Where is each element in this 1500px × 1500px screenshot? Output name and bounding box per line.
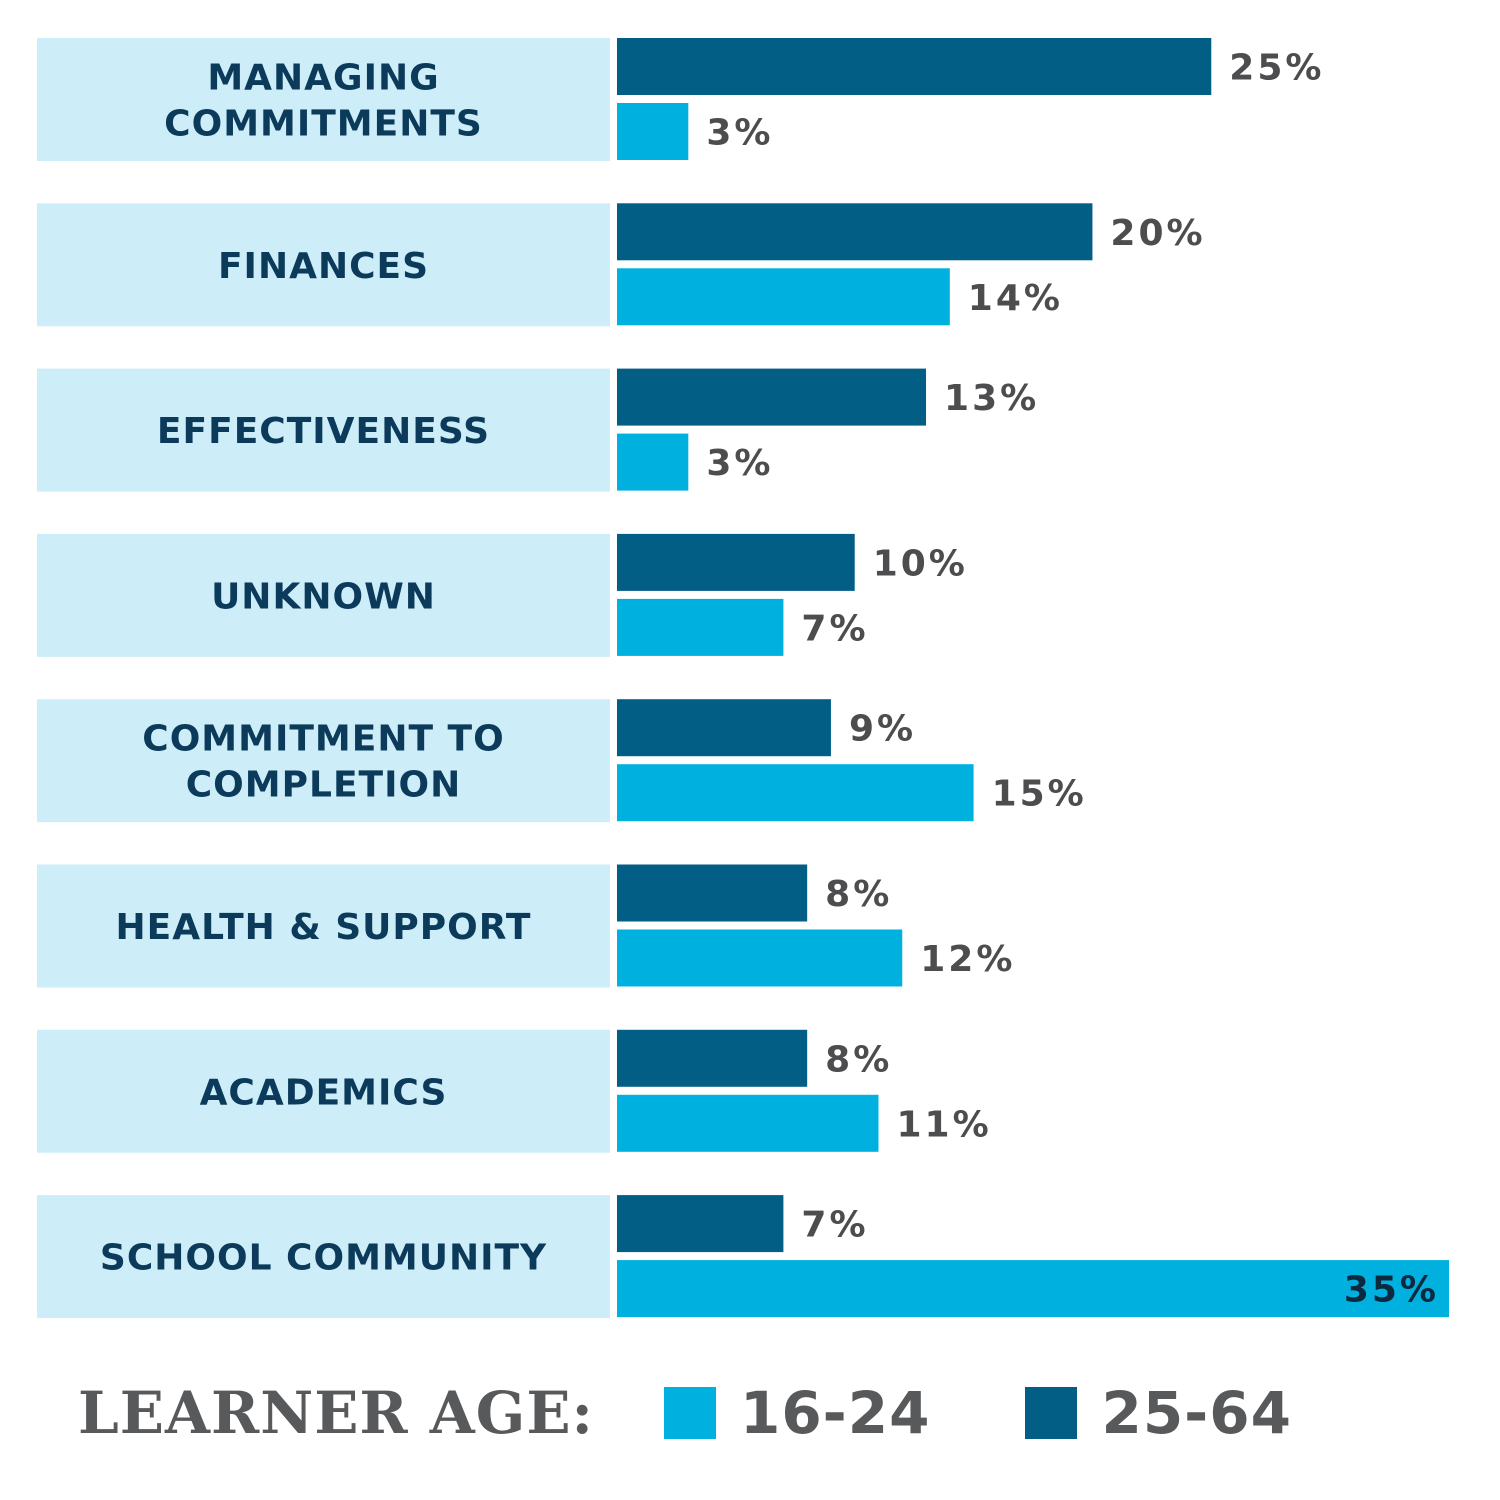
bar-16-24 [617, 1094, 879, 1152]
data-label: 3% [706, 443, 773, 484]
bar-16-24 [617, 764, 974, 822]
data-label: 15% [992, 774, 1087, 815]
category-label-bg [37, 1195, 610, 1319]
data-label: 11% [896, 1104, 991, 1145]
bar-16-24 [617, 268, 950, 326]
category-label: COMPLETION [186, 765, 461, 806]
category-label-bg [37, 533, 610, 657]
category-label: MANAGING [207, 58, 439, 99]
bar-16-24 [617, 433, 689, 491]
bar-16-24 [617, 1260, 1449, 1318]
bar-16-24 [617, 929, 903, 987]
bar-25-64 [617, 699, 831, 757]
data-label: 3% [706, 113, 773, 154]
legend-item-16-24: 16-24 [663, 1379, 931, 1447]
bar-16-24 [617, 103, 689, 160]
data-label: 12% [920, 939, 1015, 980]
category-label-bg [37, 368, 610, 492]
category-label-bg [37, 203, 610, 327]
category-label: ACADEMICS [200, 1072, 448, 1113]
bar-25-64 [617, 864, 808, 922]
legend-item-25-64: 25-64 [1025, 1379, 1292, 1447]
category-label: EFFECTIVENESS [157, 411, 490, 452]
bar-25-64 [617, 203, 1093, 261]
data-label: 13% [944, 378, 1039, 419]
bar-25-64 [617, 1029, 808, 1087]
data-label: 35% [1344, 1270, 1439, 1311]
bar-25-64 [617, 533, 855, 591]
category-label-bg [37, 38, 610, 161]
category-label: HEALTH & SUPPORT [116, 907, 532, 948]
category-label: FINANCES [218, 246, 429, 287]
legend-title: LEARNER AGE: [78, 1379, 594, 1447]
legend: LEARNER AGE: 16-24 25-64 [78, 1378, 1387, 1448]
data-label: 25% [1229, 48, 1324, 89]
data-label: 7% [801, 608, 868, 649]
bar-chart: MANAGING COMMITMENTS 25% 3% FINANCES 20% 14% EF… [37, 38, 1449, 1319]
data-label: 7% [801, 1205, 868, 1246]
legend-swatch-25-64 [1025, 1387, 1078, 1439]
category-label-bg [37, 699, 610, 823]
category-label: SCHOOL COMMUNITY [100, 1238, 547, 1279]
data-label: 14% [968, 278, 1063, 319]
bar-25-64 [617, 368, 927, 426]
data-label: 9% [849, 709, 916, 750]
data-label: 20% [1110, 213, 1205, 254]
category-label: COMMITMENT TO [142, 719, 504, 760]
bar-16-24 [617, 598, 784, 656]
bar-25-64 [617, 1195, 784, 1253]
legend-label-16-24: 16-24 [739, 1379, 931, 1447]
legend-swatch-16-24 [663, 1387, 716, 1439]
legend-label-25-64: 25-64 [1101, 1379, 1292, 1447]
category-label-bg [37, 1029, 610, 1153]
data-label: 8% [825, 874, 892, 915]
category-label: UNKNOWN [211, 576, 436, 617]
category-label-bg [37, 864, 610, 988]
data-label: 8% [825, 1039, 892, 1080]
data-label: 10% [873, 543, 968, 584]
bar-25-64 [617, 38, 1212, 95]
category-label: COMMITMENTS [164, 104, 483, 145]
